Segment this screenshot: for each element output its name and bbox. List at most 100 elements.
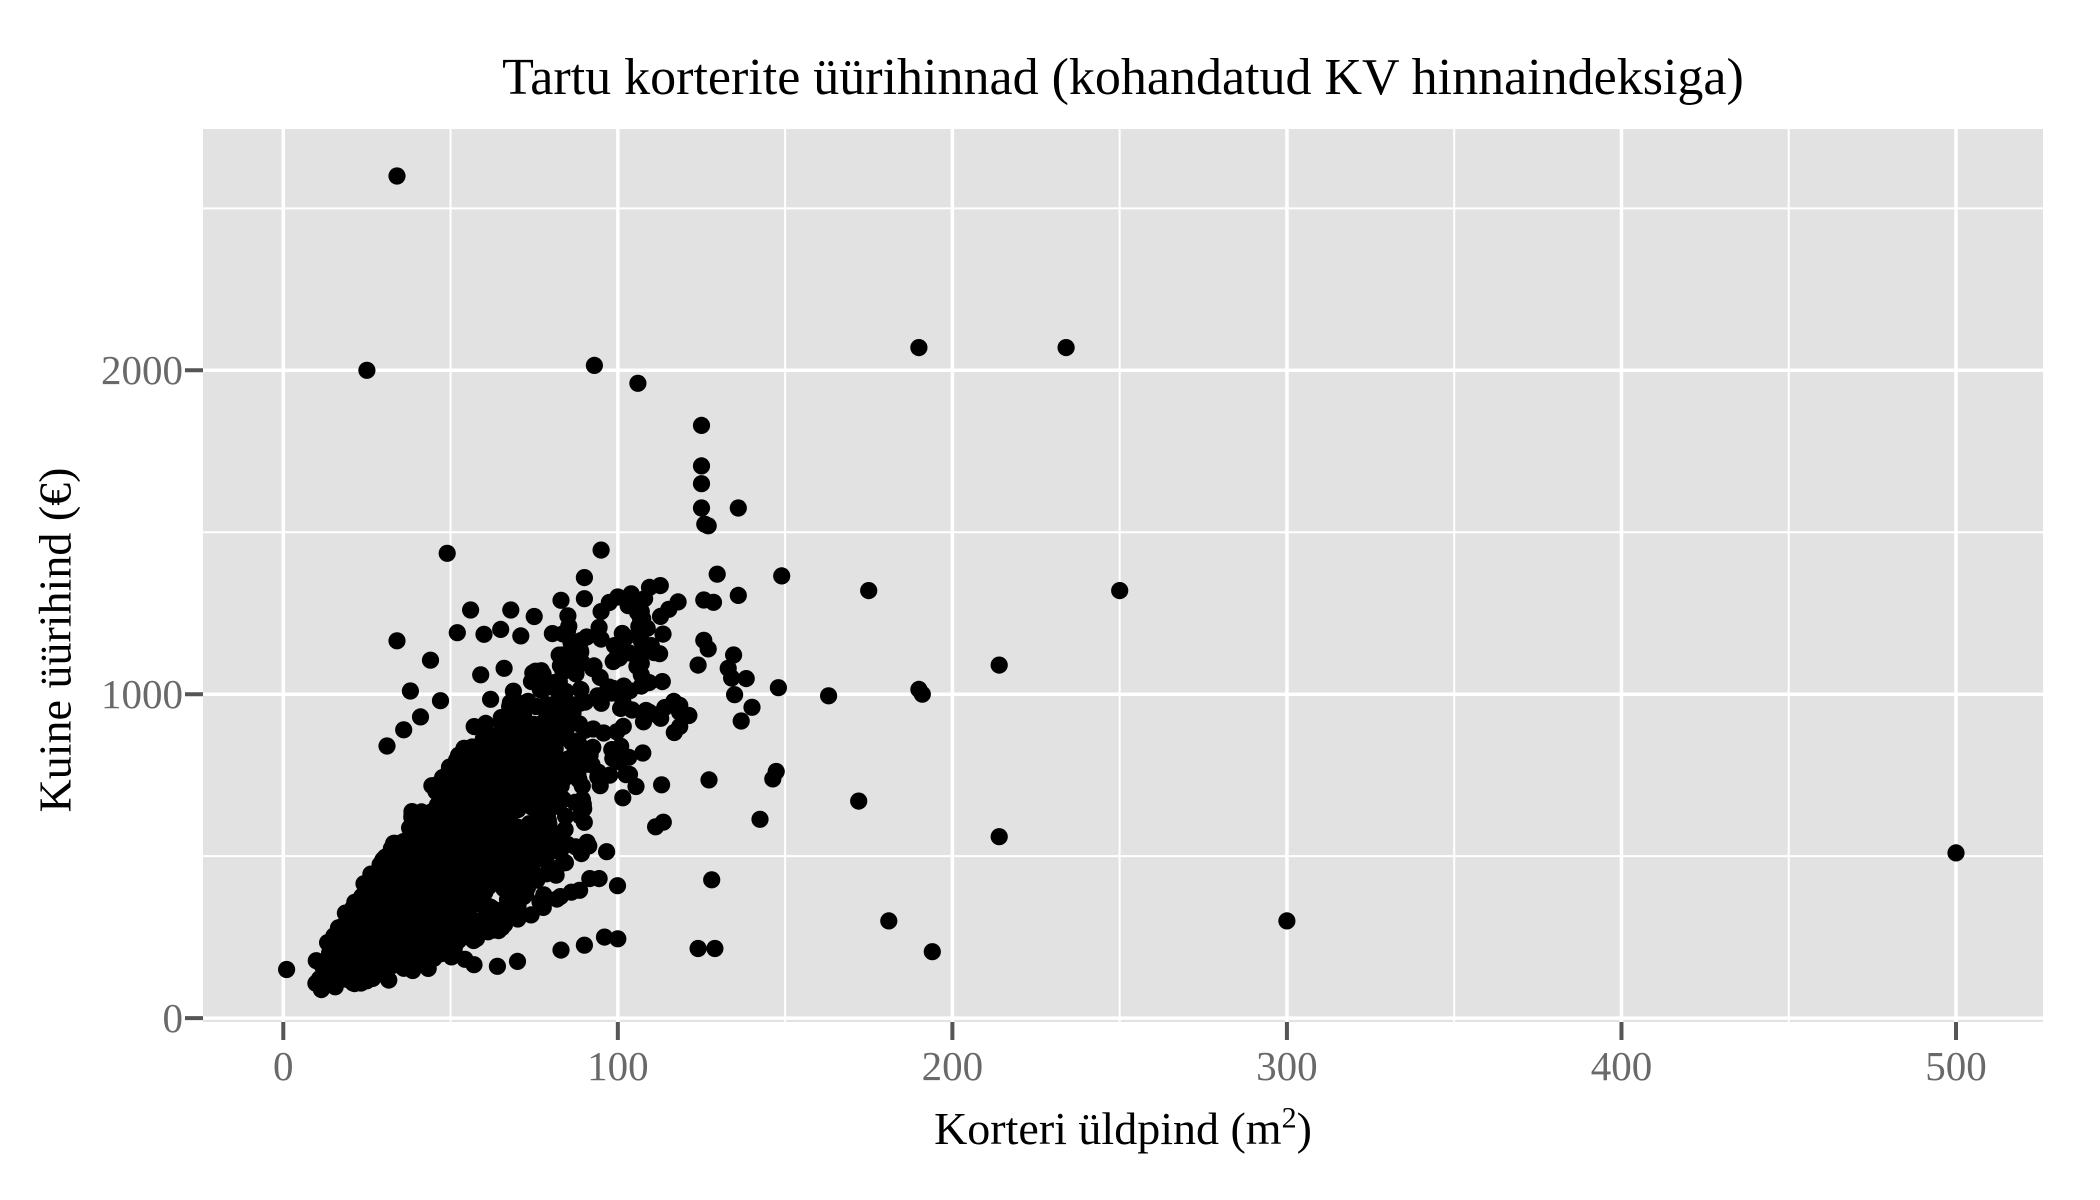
data-point [725, 646, 743, 664]
x-axis-title-text: Korteri üldpind (m [934, 1103, 1282, 1154]
data-point [462, 601, 480, 619]
data-point [404, 961, 422, 980]
data-point [880, 912, 898, 930]
x-tick-label: 0 [273, 1043, 294, 1089]
data-point [580, 755, 598, 773]
data-point [548, 890, 566, 908]
data-point [695, 591, 713, 609]
x-axis-title: Korteri üldpind (m2) [203, 1102, 2043, 1155]
data-point [482, 820, 500, 838]
data-point [1278, 912, 1296, 930]
data-point [990, 828, 1008, 846]
data-point [307, 952, 325, 970]
data-point [421, 651, 440, 669]
data-point [315, 968, 333, 986]
data-point [335, 919, 354, 938]
data-point [860, 582, 878, 600]
data-point [700, 771, 718, 789]
data-point [459, 923, 477, 941]
data-point [531, 893, 549, 911]
data-point [475, 625, 493, 643]
data-point [665, 723, 683, 742]
data-point [692, 416, 711, 434]
data-point [629, 374, 647, 392]
data-point [378, 737, 396, 755]
data-point [486, 747, 504, 765]
data-point [609, 930, 627, 948]
data-point [699, 517, 717, 535]
data-point [723, 669, 741, 687]
data-point [567, 665, 585, 683]
data-point [647, 818, 665, 836]
data-point [485, 863, 503, 882]
scatter-points [278, 167, 1965, 999]
data-point [395, 721, 413, 739]
data-point [528, 758, 547, 776]
data-point [910, 339, 928, 357]
data-point [584, 659, 602, 678]
data-point [389, 896, 407, 914]
data-point [495, 879, 513, 898]
data-point [653, 776, 671, 794]
data-point [458, 887, 477, 905]
data-point [592, 630, 610, 648]
data-point [533, 849, 551, 868]
data-point [375, 891, 393, 910]
data-point [495, 659, 513, 677]
data-point [512, 627, 530, 645]
data-point [592, 541, 610, 559]
data-point [416, 807, 434, 826]
data-point [550, 646, 568, 664]
data-point [388, 167, 406, 185]
data-point [590, 870, 608, 888]
data-point [450, 775, 469, 793]
data-point [440, 826, 458, 844]
data-point [517, 787, 536, 805]
data-point [654, 625, 672, 643]
data-point [706, 939, 724, 958]
data-point [509, 896, 527, 915]
x-axis-title-superscript: 2 [1281, 1101, 1297, 1135]
data-point [387, 861, 405, 879]
data-point [509, 855, 527, 873]
data-point [527, 823, 546, 841]
data-point [364, 914, 382, 932]
data-point [376, 848, 394, 866]
y-tick-label: 2000 [101, 347, 183, 394]
data-point [488, 957, 506, 975]
data-point [609, 648, 627, 666]
data-point [468, 792, 486, 810]
data-point [527, 697, 545, 716]
data-point [703, 871, 721, 889]
x-tick-label: 300 [1256, 1043, 1318, 1089]
data-point [278, 960, 296, 979]
data-point [559, 607, 577, 625]
data-point [501, 694, 519, 712]
data-point [589, 768, 607, 786]
data-point [653, 673, 671, 691]
data-point [550, 689, 568, 707]
y-axis-title: Kuine üürihind (€) [29, 467, 81, 813]
data-point [651, 577, 669, 595]
data-point [737, 670, 755, 688]
data-point [472, 666, 490, 684]
data-point [437, 877, 455, 896]
data-point [461, 832, 479, 850]
data-point [438, 544, 456, 562]
data-point [575, 936, 594, 954]
x-tick-label: 100 [587, 1043, 649, 1089]
data-point [620, 765, 639, 784]
data-point [358, 361, 376, 379]
data-point [575, 590, 594, 608]
data-point [729, 499, 747, 517]
data-point [507, 869, 525, 887]
data-point [492, 709, 510, 727]
data-point [397, 910, 415, 928]
data-point [769, 679, 788, 697]
data-point [743, 698, 761, 716]
data-point [525, 607, 543, 626]
data-point [634, 744, 652, 762]
data-point [448, 624, 466, 642]
data-point [669, 593, 687, 611]
